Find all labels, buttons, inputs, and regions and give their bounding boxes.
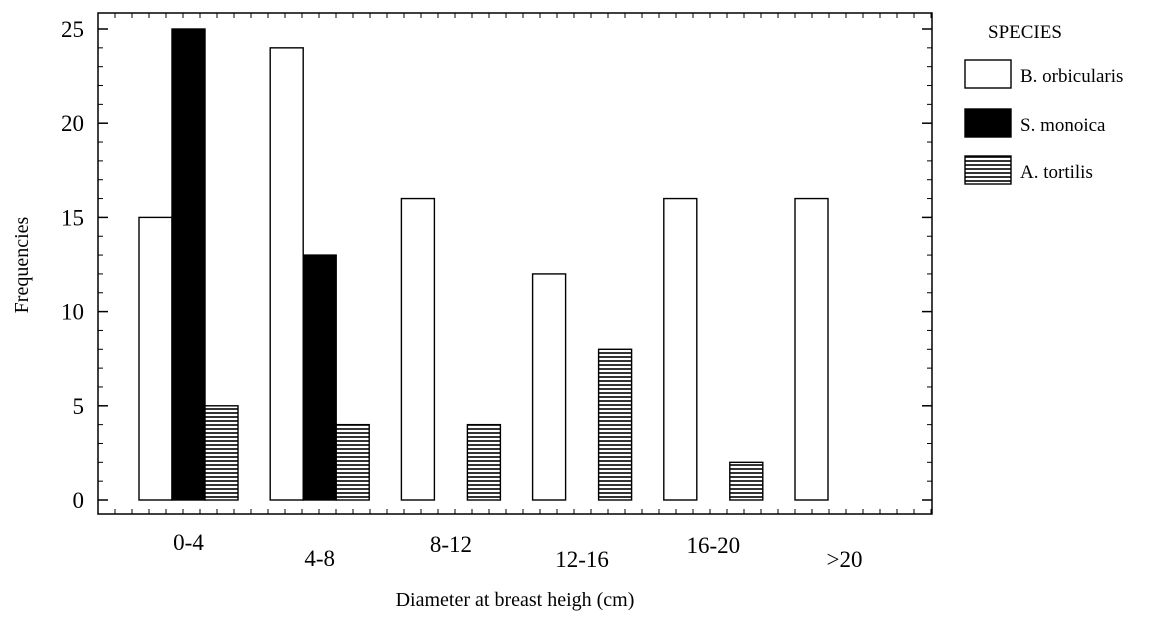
bar-b-orbicularis-1 [269, 47, 304, 501]
bar-b-orbicularis-3 [531, 273, 567, 501]
legend-swatch [964, 108, 1012, 138]
x-tick-label: 12-16 [555, 547, 609, 572]
y-tick-label: 5 [73, 394, 85, 419]
legend-label: S. monoica [1020, 115, 1106, 136]
plot-frame [97, 12, 933, 515]
x-tick-label: 0-4 [173, 530, 204, 555]
y-tick-label: 10 [61, 300, 84, 325]
legend: SPECIES B. orbicularis S. monoica A. torti… [964, 22, 1123, 185]
bar-a-tortilis-3 [597, 348, 633, 501]
bar-a-tortilis-0 [204, 405, 239, 501]
legend-swatch [964, 59, 1012, 89]
y-tick-label: 0 [73, 488, 85, 513]
bar-b-orbicularis-4 [663, 197, 698, 501]
bar-s-monoica-1 [302, 254, 337, 501]
y-tick-label: 15 [61, 205, 84, 230]
x-tick-labels: 0-4 4-8 8-12 12-16 16-20 >20 [173, 530, 862, 572]
bar-a-tortilis-1 [335, 423, 370, 501]
legend-swatch [964, 155, 1012, 185]
x-axis [114, 13, 932, 514]
bar-a-tortilis-4 [729, 461, 764, 501]
y-tick-label: 25 [61, 17, 84, 42]
legend-label: A. tortilis [1020, 162, 1093, 183]
x-tick-label: >20 [827, 547, 863, 572]
x-axis-title: Diameter at breast heigh (cm) [396, 589, 635, 611]
legend-title: SPECIES [988, 22, 1062, 43]
bar-b-orbicularis-0 [138, 216, 173, 501]
y-tick-label: 20 [61, 111, 84, 136]
bar-s-monoica-0 [171, 28, 206, 501]
bars [138, 28, 829, 501]
bar-b-orbicularis-5 [794, 197, 829, 501]
y-axis: 0 5 10 15 20 25 [61, 17, 932, 513]
x-tick-label: 4-8 [304, 546, 335, 571]
bar-b-orbicularis-2 [400, 197, 436, 501]
y-axis-title: Frequencies [11, 216, 33, 313]
x-tick-label: 16-20 [686, 533, 740, 558]
x-tick-label: 8-12 [430, 532, 472, 557]
bar-a-tortilis-2 [466, 423, 502, 501]
legend-label: B. orbicularis [1020, 66, 1123, 87]
